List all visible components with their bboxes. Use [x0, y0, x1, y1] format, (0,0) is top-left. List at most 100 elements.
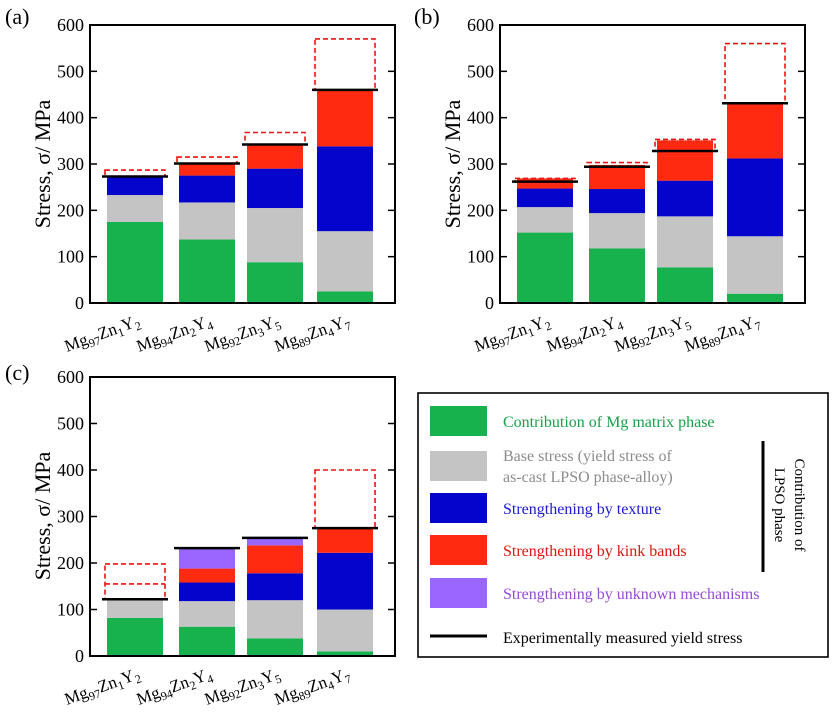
bar-segment	[317, 89, 374, 147]
bar-segment	[247, 638, 304, 656]
y-tick-label: 300	[467, 154, 494, 174]
y-tick-label: 100	[467, 247, 494, 267]
x-tick-label-part: Y	[669, 313, 687, 335]
y-tick-label: 200	[57, 200, 84, 220]
x-tick-label-part: 1	[116, 325, 126, 340]
x-tick-label-part: Y	[259, 666, 277, 688]
y-axis-label: Stress, σ/ MPa	[30, 99, 55, 228]
legend-label: Contribution of Mg matrix phase	[503, 414, 715, 431]
y-tick-label: 200	[467, 200, 494, 220]
legend-swatch	[430, 535, 487, 565]
x-tick-label-part: Y	[601, 313, 619, 335]
y-tick-label: 0	[75, 293, 84, 313]
x-tick-label-part: 94	[569, 333, 585, 350]
bar-segment	[178, 582, 235, 602]
bar-segment	[317, 528, 374, 553]
x-tick-label-part: Mg	[134, 330, 163, 356]
x-tick-label-part: 7	[753, 318, 763, 333]
y-tick-label: 100	[57, 600, 84, 620]
legend: Contribution of Mg matrix phase Base stre…	[417, 392, 829, 658]
x-tick-label: Mg92Zn3Y5	[612, 311, 694, 359]
x-tick-label-part: 4	[326, 325, 336, 340]
bar-segment	[317, 609, 374, 652]
bar-segment	[727, 236, 784, 294]
x-tick-label-part: 5	[273, 318, 283, 333]
y-tick-label: 0	[485, 293, 494, 313]
bar-segment	[516, 232, 573, 303]
x-tick-label-part: Mg	[202, 330, 231, 356]
x-tick-label-part: 3	[256, 678, 266, 693]
x-tick-label-part: Y	[191, 666, 209, 688]
bar-segment	[106, 195, 163, 222]
legend-label: Experimentally measured yield stress	[503, 630, 742, 647]
x-tick-label-part: 89	[297, 333, 313, 350]
bar-segment	[247, 168, 304, 209]
bar-segment	[178, 163, 235, 176]
bar-segment	[178, 626, 235, 656]
plot-frame	[89, 24, 396, 304]
legend-frame	[417, 392, 829, 658]
x-tick-label: Mg89Zn4Y7	[272, 664, 354, 712]
y-tick-label: 600	[467, 15, 494, 35]
x-tick-label-part: Y	[119, 666, 137, 688]
bar-segment	[317, 651, 374, 656]
y-tick-label: 500	[57, 61, 84, 81]
x-tick-label-part: 3	[666, 325, 676, 340]
bar-segment	[317, 552, 374, 610]
x-tick-label-part: 97	[497, 333, 513, 350]
bar-segment	[106, 175, 163, 196]
x-tick-label-part: 2	[188, 325, 198, 340]
panel-label: (a)	[5, 4, 29, 29]
y-axis-label: Stress, σ/ MPa	[30, 451, 55, 580]
bar-segment	[588, 213, 645, 249]
x-tick-label: Mg92Zn3Y5	[202, 664, 284, 712]
y-tick-label: 100	[57, 247, 84, 267]
x-tick-label-part: Y	[739, 313, 757, 335]
x-tick-label-part: 97	[87, 686, 103, 703]
x-tick-label-part: 92	[227, 333, 243, 350]
calculated-total-box	[314, 469, 376, 529]
x-tick-label-part: 3	[256, 325, 266, 340]
bar-segment	[247, 144, 304, 169]
bar-segment	[178, 175, 235, 203]
y-tick-label: 500	[467, 61, 494, 81]
panel-label: (b)	[414, 4, 440, 29]
legend-label: Strengthening by texture	[503, 501, 661, 518]
calculated-total-box	[244, 131, 306, 146]
x-tick-label: Mg94Zn2Y4	[134, 664, 216, 712]
panel-label: (c)	[5, 360, 29, 385]
y-tick-label: 400	[467, 108, 494, 128]
x-tick-label-part: 2	[133, 671, 143, 686]
y-tick-label: 400	[57, 108, 84, 128]
calculated-total-box	[314, 38, 376, 91]
bar-segment	[588, 164, 645, 190]
bar-segment	[178, 202, 235, 240]
bar-segment	[727, 293, 784, 303]
legend-label: Strengthening by kink bands	[503, 543, 687, 560]
y-tick-label: 400	[57, 460, 84, 480]
x-tick-label-part: 89	[297, 686, 313, 703]
bar-segment	[727, 103, 784, 159]
x-tick-label-part: Y	[329, 666, 347, 688]
x-tick-label-part: 94	[159, 333, 175, 350]
x-tick-label: Mg94Zn2Y4	[134, 311, 216, 359]
x-tick-label-part: 4	[205, 671, 215, 686]
x-tick-label-part: Mg	[272, 683, 301, 709]
bar-segment	[588, 248, 645, 303]
x-tick-label-part: 2	[188, 678, 198, 693]
bar-segment	[178, 548, 235, 569]
bar-segment	[247, 262, 304, 303]
bar-segment	[106, 600, 163, 618]
bar-segment	[317, 291, 374, 303]
x-tick-label-part: 4	[736, 325, 746, 340]
x-tick-label-part: Mg	[472, 330, 501, 356]
bar-segment	[657, 267, 714, 303]
legend-swatch	[430, 406, 487, 436]
y-tick-label: 0	[75, 646, 84, 666]
x-tick-label-part: Y	[191, 313, 209, 335]
bar-segment	[657, 180, 714, 217]
